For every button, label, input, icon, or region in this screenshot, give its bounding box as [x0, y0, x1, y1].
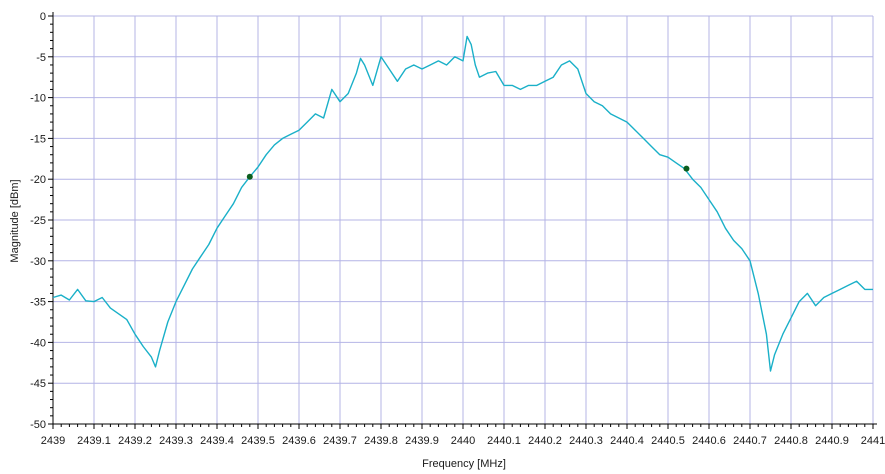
y-tick-label: -25 [30, 215, 46, 227]
x-tick-label: 2440.5 [651, 435, 685, 447]
y-tick-label: -50 [30, 419, 46, 431]
series-layer [52, 35, 873, 372]
x-tick-label: 2439.8 [364, 435, 398, 447]
x-tick-label: 2440.1 [487, 435, 521, 447]
x-tick-label: 2441 [861, 435, 885, 447]
y-tick-label: -5 [36, 52, 46, 64]
axes-layer [48, 12, 877, 429]
x-tick-label: 2439.4 [200, 435, 234, 447]
y-tick-label: -30 [30, 256, 46, 268]
x-tick-label: 2439.7 [323, 435, 357, 447]
y-tick-label: -15 [30, 133, 46, 145]
marker-layer [246, 165, 690, 180]
spectrum-trace [52, 35, 873, 372]
y-tick-label: -40 [30, 337, 46, 349]
x-tick-label: 2440.8 [774, 435, 808, 447]
label-layer: Frequency [MHz] Magnitude [dBm] 2439 2439… [9, 11, 885, 470]
y-axis-label: Magnitude [dBm] [9, 179, 21, 262]
x-tick-label: 2439.5 [241, 435, 275, 447]
x-tick-label: 2440 [451, 435, 475, 447]
x-tick-label: 2439.2 [118, 435, 152, 447]
y-tick-label: -45 [30, 378, 46, 390]
x-tick-label: 2440.9 [815, 435, 849, 447]
x-tick-label: 2440.7 [733, 435, 767, 447]
x-axis-label: Frequency [MHz] [422, 458, 506, 470]
trace-marker [246, 173, 253, 180]
x-tick-label: 2439.6 [282, 435, 316, 447]
x-tick-label: 2439.1 [77, 435, 111, 447]
x-tick-label: 2440.4 [610, 435, 644, 447]
grid-layer [53, 15, 874, 424]
y-tick-label: -10 [30, 93, 46, 105]
x-tick-label: 2440.2 [528, 435, 562, 447]
y-tick-label: 0 [40, 11, 46, 23]
x-tick-label: 2439 [41, 435, 65, 447]
x-tick-label: 2439.3 [159, 435, 193, 447]
trace-marker [683, 165, 690, 172]
y-tick-label: -35 [30, 297, 46, 309]
x-tick-label: 2440.6 [692, 435, 726, 447]
x-tick-label: 2440.3 [569, 435, 603, 447]
y-tick-label: -20 [30, 174, 46, 186]
x-tick-label: 2439.9 [405, 435, 439, 447]
